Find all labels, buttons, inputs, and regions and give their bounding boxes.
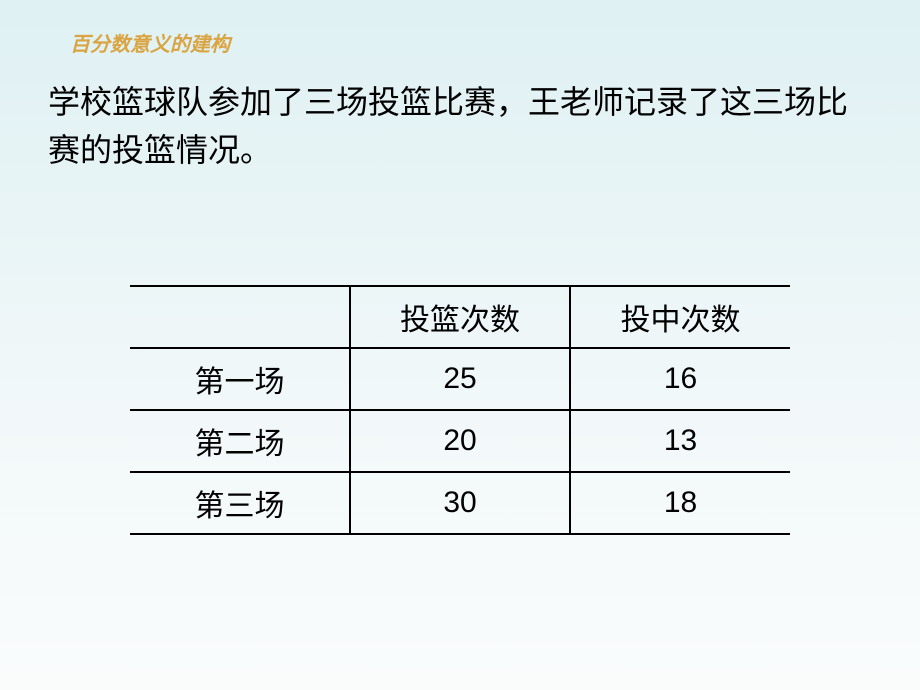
row-label: 第一场 xyxy=(130,348,350,410)
row-made: 13 xyxy=(570,410,790,472)
row-shots: 25 xyxy=(350,348,570,410)
slide-body-text: 学校篮球队参加了三场投篮比赛，王老师记录了这三场比赛的投篮情况。 xyxy=(48,78,878,174)
table-header-made: 投中次数 xyxy=(570,286,790,348)
table-row: 第一场 25 16 xyxy=(130,348,790,410)
table-row: 第三场 30 18 xyxy=(130,472,790,534)
slide-subtitle: 百分数意义的建构 xyxy=(70,28,230,57)
row-made: 16 xyxy=(570,348,790,410)
row-shots: 30 xyxy=(350,472,570,534)
table-row: 第二场 20 13 xyxy=(130,410,790,472)
table-header-blank xyxy=(130,286,350,348)
row-shots: 20 xyxy=(350,410,570,472)
row-label: 第二场 xyxy=(130,410,350,472)
row-label: 第三场 xyxy=(130,472,350,534)
data-table: 投篮次数 投中次数 第一场 25 16 第二场 20 13 第三场 30 18 xyxy=(130,285,790,535)
row-made: 18 xyxy=(570,472,790,534)
table-header-shots: 投篮次数 xyxy=(350,286,570,348)
table-header-row: 投篮次数 投中次数 xyxy=(130,286,790,348)
